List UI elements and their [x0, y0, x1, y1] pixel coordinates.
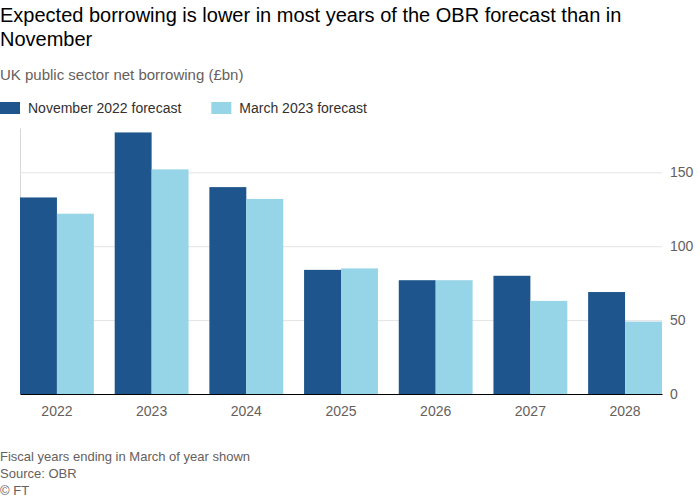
legend-item: March 2023 forecast — [211, 100, 367, 116]
y-tick-label: 100 — [670, 238, 694, 254]
x-tick-label: 2025 — [325, 403, 356, 419]
bar — [341, 268, 378, 394]
bar — [588, 292, 625, 394]
x-tick: 2027 — [515, 394, 546, 419]
bar — [493, 276, 530, 394]
legend-swatch — [211, 102, 231, 114]
x-tick-label: 2022 — [41, 403, 72, 419]
footnote: Fiscal years ending in March of year sho… — [0, 449, 250, 464]
title: Expected borrowing is lower in most year… — [0, 4, 621, 50]
grid-line — [20, 394, 662, 395]
credit: © FT — [0, 483, 29, 498]
x-axis: 2022 2023 2024 2025 2026 2027 2028 — [21, 394, 663, 419]
bar — [152, 169, 189, 394]
legend-label: March 2023 forecast — [239, 100, 367, 116]
bar — [625, 322, 662, 394]
bar — [115, 132, 152, 394]
bars — [20, 132, 662, 394]
x-tick: 2025 — [325, 394, 356, 419]
x-tick: 2023 — [136, 394, 167, 419]
legend-label: November 2022 forecast — [28, 100, 181, 116]
x-tick-label: 2026 — [420, 403, 451, 419]
bar — [530, 301, 567, 394]
legend-item: November 2022 forecast — [0, 100, 181, 116]
x-tick-label: 2027 — [515, 403, 546, 419]
y-tick-label: 150 — [670, 164, 694, 180]
bar — [20, 197, 57, 394]
bar — [57, 214, 94, 394]
x-tick: 2028 — [609, 394, 640, 419]
source: Source: OBR — [0, 466, 77, 481]
x-axis-line — [21, 394, 663, 395]
legend-swatch — [0, 102, 20, 114]
x-tick: 2026 — [420, 394, 451, 419]
bar — [304, 270, 341, 394]
subtitle: UK public sector net borrowing (£bn) — [0, 66, 243, 83]
x-tick-label: 2028 — [609, 403, 640, 419]
chart: Expected borrowing is lower in most year… — [0, 0, 700, 500]
bar — [246, 199, 283, 394]
bar — [399, 280, 436, 394]
x-tick: 2024 — [231, 394, 262, 419]
x-tick-label: 2024 — [231, 403, 262, 419]
bar — [436, 280, 473, 394]
x-tick-label: 2023 — [136, 403, 167, 419]
y-tick-label: 50 — [670, 312, 686, 328]
x-tick: 2022 — [41, 394, 72, 419]
bar — [209, 187, 246, 394]
y-tick-label: 0 — [670, 386, 678, 402]
y-axis: 0 50 100 150 — [20, 129, 694, 402]
